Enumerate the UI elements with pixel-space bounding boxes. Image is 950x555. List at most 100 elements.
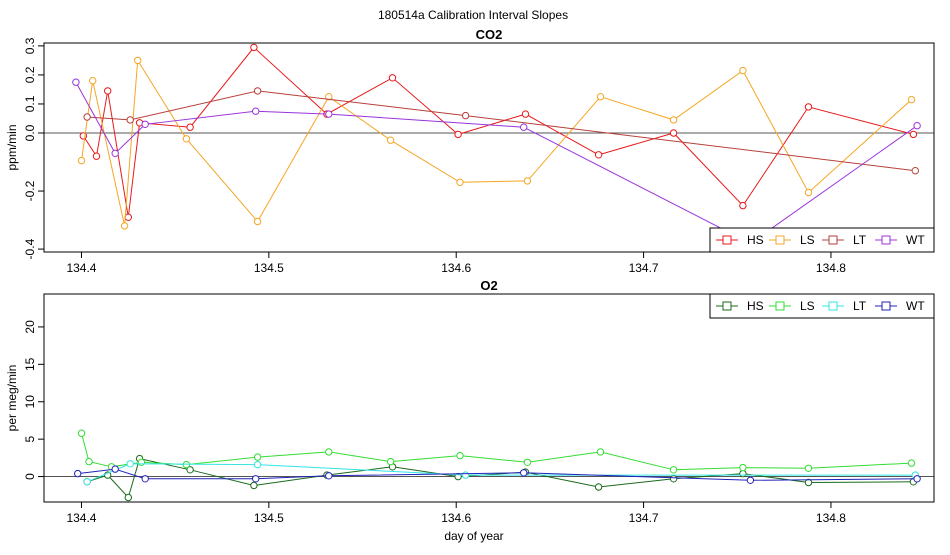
- o2-legend-wt-marker: [881, 301, 891, 311]
- co2-plot-frame: [43, 42, 935, 253]
- o2-series-ls-point: [386, 457, 395, 466]
- o2-series-wt-line: [77, 468, 918, 481]
- o2-series-ls-point: [85, 457, 93, 466]
- co2-series-wt-point: [520, 123, 528, 131]
- co2-series-wt-point: [141, 120, 149, 129]
- o2-y-tick-label: 10: [23, 395, 37, 409]
- co2-series-wt-point: [72, 78, 80, 86]
- co2-series-ls-point: [77, 156, 86, 165]
- co2-series-ls-point: [325, 93, 333, 101]
- o2-series-wt-point: [74, 469, 82, 478]
- o2-series-ls-point: [253, 453, 262, 461]
- o2-series-wt-point: [111, 465, 119, 473]
- co2-series-hs-point: [124, 213, 133, 221]
- co2-series-ls-line: [81, 58, 912, 227]
- o2-legend-hs-label: HS: [747, 299, 764, 313]
- o2-series-ls-point: [907, 459, 916, 467]
- o2-panel-title: O2: [480, 278, 497, 293]
- co2-series-hs-point: [739, 201, 747, 210]
- co2-y-tick-label: -0.2: [23, 180, 37, 201]
- o2-series-hs-point: [739, 469, 747, 478]
- co2-y-tick-label: 0.0: [23, 124, 37, 141]
- co2-panel: CO2 ppm/min 134.4 134.5 134.6 134.7 134.8 -0.4 -…: [5, 27, 935, 275]
- co2-legend-ls-label: LS: [800, 233, 815, 247]
- co2-series-lt-point: [911, 167, 919, 175]
- co2-series-wt-line: [75, 81, 918, 244]
- co2-series-ls-point: [182, 135, 191, 143]
- co2-legend-wt-marker: [881, 235, 891, 245]
- o2-x-tick-label: 134.6: [441, 511, 471, 525]
- o2-series-ls-point: [77, 429, 86, 437]
- o2-series-wt-point: [252, 475, 260, 483]
- o2-series-hs-point: [124, 493, 133, 502]
- o2-series-hs-point: [250, 481, 258, 490]
- o2-x-tick-label: 134.4: [66, 511, 96, 525]
- co2-series-hs-point: [388, 74, 397, 82]
- o2-series-ls-point: [325, 448, 333, 456]
- co2-y-tick-label: 0.3: [23, 37, 37, 54]
- o2-legend-wt-label: WT: [906, 299, 925, 313]
- co2-series-ls-point: [523, 177, 532, 185]
- o2-series-lt-point: [253, 460, 262, 469]
- co2-series-ls-point: [89, 77, 97, 85]
- co2-legend: HS LS LT WT: [709, 227, 935, 253]
- o2-series-hs-point: [669, 475, 678, 483]
- o2-series-wt-point: [746, 476, 755, 484]
- co2-series-hs-point: [186, 123, 194, 131]
- co2-series-ls-point: [134, 56, 142, 65]
- co2-series-ls-point: [253, 217, 262, 226]
- o2-series-lt-point: [83, 478, 91, 486]
- co2-legend-hs-marker: [722, 235, 732, 245]
- o2-y-tick-label: 0: [23, 473, 37, 480]
- co2-x-tick-label: 134.5: [254, 261, 284, 275]
- o2-series-ls-point: [596, 448, 605, 456]
- co2-series-ls-point: [120, 222, 129, 230]
- o2-series-hs-point: [186, 466, 194, 474]
- co2-x-tick-label: 134.6: [441, 261, 471, 275]
- o2-series-lt-point: [461, 471, 470, 479]
- o2-series-lt-point: [126, 460, 134, 468]
- co2-y-tick-label: 0.1: [23, 95, 37, 112]
- co2-series-ls-point: [386, 136, 395, 144]
- co2-series-ls-point: [804, 188, 813, 197]
- o2-y-tick-label: 15: [23, 357, 37, 371]
- o2-series-wt-point: [913, 475, 921, 483]
- co2-series-lt-point: [83, 113, 91, 121]
- co2-series-hs-point: [92, 152, 101, 160]
- o2-series-ls-point: [523, 458, 532, 466]
- co2-y-tick-label: -0.4: [23, 238, 37, 259]
- o2-y-axis-label: per meg/min: [5, 365, 19, 432]
- co2-series-wt-point: [325, 110, 333, 118]
- co2-series-lt-point: [126, 116, 134, 124]
- o2-legend-ls-marker: [775, 301, 785, 311]
- co2-series-hs-point: [594, 151, 603, 159]
- o2-x-tick-label: 134.5: [254, 511, 284, 525]
- co2-legend-wt-label: WT: [906, 233, 925, 247]
- o2-legend: HS LS LT WT: [709, 293, 935, 319]
- figure-title: 180514a Calibration Interval Slopes: [378, 8, 568, 22]
- co2-series-ls-point: [596, 93, 605, 101]
- co2-y-tick-label: 0.2: [23, 66, 37, 83]
- co2-legend-lt-marker: [828, 235, 838, 245]
- co2-series-hs-point: [104, 87, 112, 95]
- o2-x-tick-label: 134.8: [816, 511, 846, 525]
- co2-y-axis-label: ppm/min: [5, 124, 19, 170]
- co2-series-ls-point: [456, 178, 464, 187]
- o2-series-ls-point: [804, 464, 813, 472]
- o2-series-wt-point: [325, 472, 333, 480]
- co2-series-hs-point: [804, 103, 813, 111]
- co2-series-ls-point: [907, 95, 916, 104]
- o2-series-hs-point: [594, 483, 603, 491]
- o2-x-tick-label: 134.7: [629, 511, 659, 525]
- o2-y-tick-label: 5: [23, 435, 37, 442]
- co2-legend-lt-label: LT: [853, 233, 867, 247]
- o2-panel: O2 per meg/min 134.4 134.5 134.6 134.7 134.8 0 5…: [5, 278, 935, 525]
- co2-series-hs-point: [669, 129, 678, 137]
- co2-panel-title: CO2: [476, 27, 503, 42]
- co2-series-wt-point: [913, 122, 921, 130]
- co2-series-wt-point: [111, 149, 119, 158]
- o2-legend-hs-marker: [722, 301, 732, 311]
- o2-series-ls-point: [137, 458, 146, 466]
- co2-series-ls-point: [739, 66, 747, 75]
